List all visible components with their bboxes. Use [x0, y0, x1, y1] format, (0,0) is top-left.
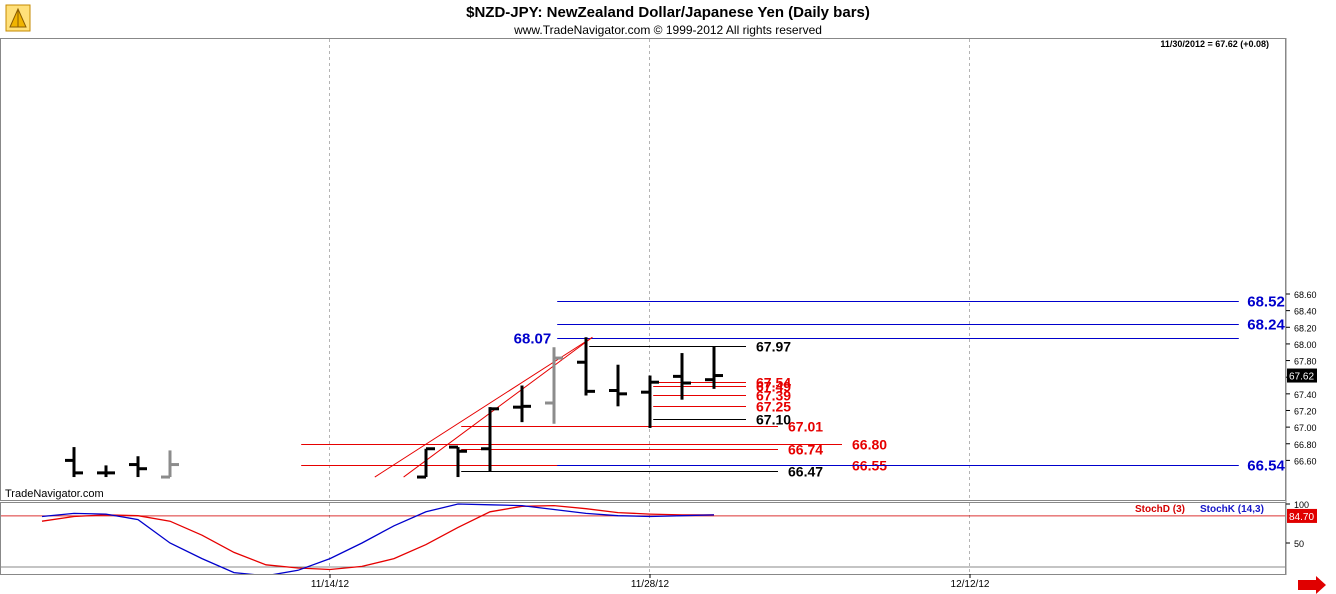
ohlc-bar — [65, 447, 83, 478]
level-label: 67.49 — [756, 379, 791, 395]
ohlc-bar — [673, 353, 691, 400]
level-label: 67.39 — [756, 388, 791, 404]
y-tick-label: 68.00 — [1294, 340, 1317, 350]
last-quote: 11/30/2012 = 67.62 (+0.08) — [1160, 39, 1269, 49]
ohlc-bar — [97, 465, 115, 478]
ohlc-bar — [545, 347, 563, 424]
current-stoch-label: 84.70 — [1289, 512, 1314, 523]
ohlc-bar — [481, 407, 499, 472]
stoch-series-line — [41, 504, 714, 571]
y-tick-label: 67.40 — [1294, 390, 1317, 400]
ohlc-bar — [641, 375, 659, 428]
y-tick-label: 66.80 — [1294, 440, 1317, 450]
stoch-series-line — [41, 503, 715, 574]
level-label: 68.52 — [1247, 294, 1285, 311]
level-label: 68.24 — [1247, 317, 1285, 334]
stoch-panel-frame — [0, 502, 1286, 575]
y-tick-label: 67.00 — [1294, 423, 1317, 433]
ohlc-bar — [417, 447, 435, 479]
watermark: TradeNavigator.com — [5, 488, 104, 500]
trend-line — [403, 336, 593, 478]
level-label: 68.07 — [514, 331, 552, 348]
level-label: 66.80 — [852, 437, 887, 453]
ohlc-bar — [577, 337, 595, 396]
ohlc-bar — [705, 346, 723, 389]
y-tick-label: 68.20 — [1294, 323, 1317, 333]
ohlc-bar — [129, 456, 147, 478]
y-tick-label: 68.60 — [1294, 290, 1317, 300]
current-price-box — [1287, 368, 1317, 383]
ohlc-bar — [449, 445, 467, 478]
level-label: 67.10 — [756, 412, 791, 428]
current-price-label: 67.62 — [1289, 372, 1314, 383]
logo-icon — [5, 4, 31, 32]
chart-title: $NZD-JPY: NewZealand Dollar/Japanese Yen… — [466, 4, 870, 21]
ohlc-bar — [609, 364, 627, 407]
level-label: 67.54 — [756, 375, 791, 391]
level-label: 67.97 — [756, 339, 791, 355]
level-label: 66.74 — [788, 442, 823, 458]
y-tick-label: 67.20 — [1294, 406, 1317, 416]
stoch-y-tick-label: 100 — [1294, 500, 1309, 510]
y-tick-label: 68.40 — [1294, 307, 1317, 317]
scroll-right-arrow-icon[interactable] — [1298, 576, 1326, 594]
legend-stoch-d: StochD (3) — [1135, 504, 1185, 515]
ohlc-bar — [513, 385, 531, 423]
level-label: 67.25 — [756, 399, 791, 415]
y-tick-label: 67.80 — [1294, 357, 1317, 367]
ohlc-bar — [161, 450, 179, 479]
chart-subtitle: www.TradeNavigator.com © 1999-2012 All r… — [513, 23, 822, 37]
level-label: 66.47 — [788, 464, 823, 480]
x-tick-label: 12/12/12 — [951, 579, 990, 590]
x-tick-label: 11/28/12 — [631, 579, 670, 590]
legend-stoch-k: StochK (14,3) — [1200, 504, 1264, 515]
stoch-y-tick-label: 50 — [1294, 539, 1304, 549]
trend-line — [374, 336, 593, 478]
level-label: 67.01 — [788, 419, 823, 435]
y-tick-label: 66.60 — [1294, 456, 1317, 466]
level-label: 66.54 — [1247, 458, 1285, 475]
x-tick-label: 11/14/12 — [311, 579, 350, 590]
current-stoch-box — [1287, 508, 1317, 523]
price-panel-frame — [0, 38, 1286, 501]
